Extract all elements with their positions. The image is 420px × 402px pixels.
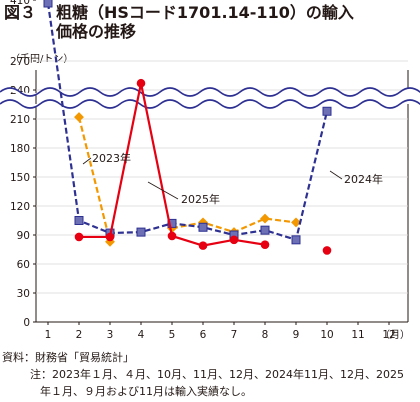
figure-label: 図３ bbox=[4, 3, 37, 22]
series-2025-point bbox=[74, 232, 84, 242]
y-tick-label: 0 bbox=[23, 317, 30, 329]
axis-break-wave-upper bbox=[0, 87, 420, 97]
note-line-2: 年１月、９月および11月は輸入実績なし。 bbox=[40, 385, 252, 398]
y-tick-label: 90 bbox=[17, 230, 30, 242]
y-tick-label: 150 bbox=[10, 172, 30, 184]
x-tick-label: 8 bbox=[262, 329, 269, 341]
y-axis-unit: （千円/トン） bbox=[10, 54, 74, 65]
title-line-1: 粗糖（HSコード1701.14-110）の輸入 bbox=[56, 3, 354, 22]
series-2023-line bbox=[77, 116, 112, 243]
series-2024-point bbox=[167, 218, 177, 228]
x-tick-label: 7 bbox=[231, 329, 238, 341]
y-tick-label: 30 bbox=[17, 288, 30, 300]
series-2024-line bbox=[46, 2, 329, 242]
series-2025-point bbox=[322, 246, 332, 255]
series-2025-point bbox=[105, 232, 115, 242]
y-tick-label: 120 bbox=[10, 201, 30, 213]
title-line-2: 価格の推移 bbox=[56, 22, 137, 41]
x-tick-label: 5 bbox=[169, 329, 176, 341]
x-tick-label: 2 bbox=[76, 329, 83, 341]
axis-break-band bbox=[0, 88, 420, 108]
y-tick-label: 270 bbox=[10, 56, 30, 68]
y-tick-label: 210 bbox=[10, 114, 30, 126]
series-2025-point bbox=[167, 231, 177, 241]
series-2025-point bbox=[260, 240, 270, 249]
x-tick-label: 1 bbox=[45, 329, 52, 341]
series-2024-point bbox=[74, 216, 84, 225]
series-2024-point bbox=[136, 227, 146, 237]
y-tick-label: 60 bbox=[17, 259, 30, 271]
series-2024-point bbox=[291, 235, 301, 245]
series-2024-point bbox=[43, 0, 53, 8]
source-note: 資料：財務省「貿易統計」 bbox=[2, 351, 134, 364]
chart-title: 図３ 粗糖（HSコード1701.14-110）の輸入 価格の推移 bbox=[4, 3, 354, 41]
series-2025-leader bbox=[147, 181, 179, 200]
series-2023-point bbox=[291, 217, 301, 228]
y-tick-label: 180 bbox=[10, 143, 30, 155]
series-2024-point bbox=[198, 222, 208, 232]
series-2025-point bbox=[229, 235, 239, 245]
series-2025-point bbox=[136, 78, 146, 88]
footer: 資料：財務省「貿易統計」 注：2023年１月、４月、10月、11月、12月、20… bbox=[2, 349, 404, 400]
x-axis-unit: （月） bbox=[380, 329, 410, 341]
x-tick-label: 11 bbox=[351, 329, 364, 341]
series-2023-point bbox=[260, 213, 270, 224]
x-tick-label: 10 bbox=[320, 329, 333, 341]
x-tick-label: 12 bbox=[382, 329, 395, 341]
note-line-1: 注：2023年１月、４月、10月、11月、12月、2024年11月、12月、20… bbox=[30, 368, 404, 381]
y-tick-label: 410 bbox=[10, 0, 30, 7]
series-2024-label: 2024年 bbox=[344, 172, 383, 186]
series-2023-point bbox=[74, 112, 84, 123]
series-2024-point bbox=[322, 106, 332, 116]
series-2023-leader bbox=[82, 157, 92, 165]
series-2023-label: 2023年 bbox=[92, 151, 131, 165]
x-tick-label: 4 bbox=[138, 329, 145, 341]
series-2025-label: 2025年 bbox=[181, 192, 220, 206]
x-tick-label: 9 bbox=[293, 329, 300, 341]
x-tick-label: 3 bbox=[107, 329, 114, 341]
series-2024-leader bbox=[329, 170, 343, 180]
series-2024-point bbox=[260, 225, 270, 235]
x-tick-label: 6 bbox=[200, 329, 207, 341]
axis-break-wave-lower bbox=[0, 99, 420, 109]
series-2025-point bbox=[198, 241, 208, 250]
